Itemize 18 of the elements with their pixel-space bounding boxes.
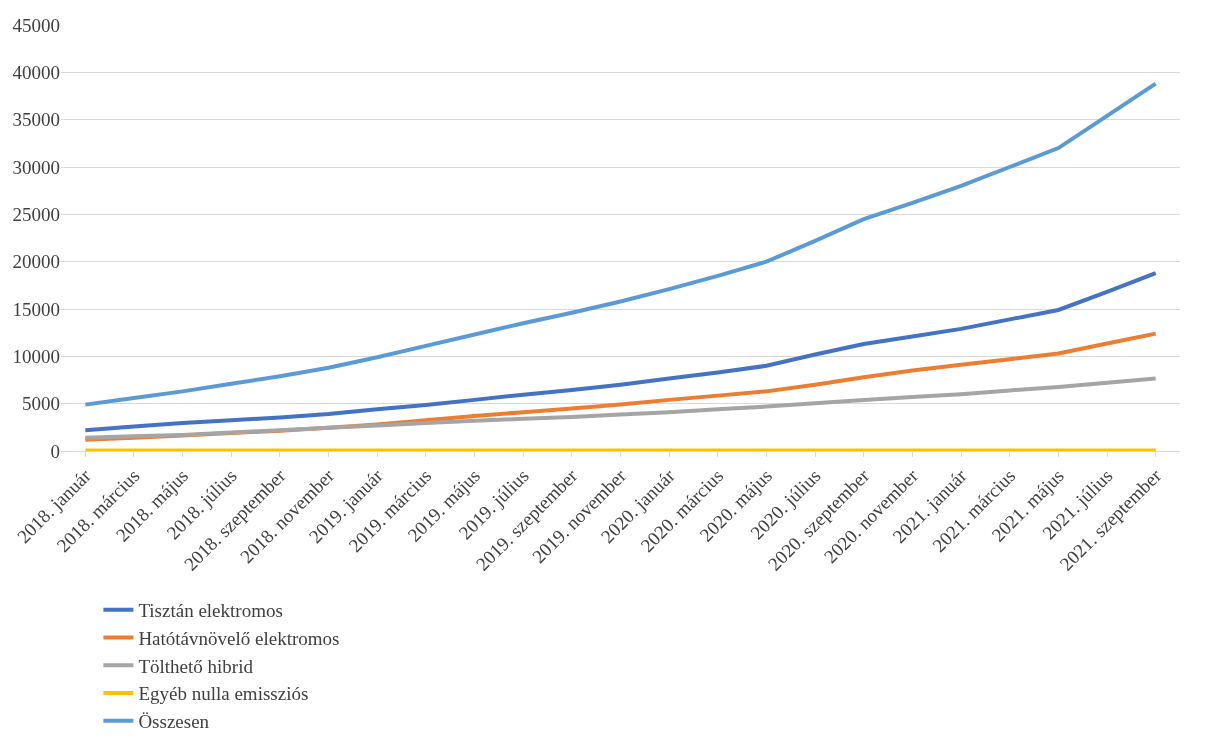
line-series <box>83 81 1158 407</box>
legend-label: Tölthető hibrid <box>138 655 254 677</box>
y-tick-label: 5000 <box>22 393 60 415</box>
y-tick-label: 25000 <box>12 203 60 225</box>
legend-label: Egyéb nulla emissziós <box>138 683 309 705</box>
y-tick-label: 0 <box>50 440 60 462</box>
y-tick-label: 30000 <box>12 156 60 178</box>
legend-label: Hatótávnövelő elektromos <box>138 627 340 649</box>
legend-label: Tisztán elektromos <box>138 600 283 622</box>
line-series <box>83 376 1158 440</box>
line-series <box>83 271 1158 433</box>
y-tick-label: 20000 <box>12 251 60 273</box>
y-tick-label: 40000 <box>12 61 60 83</box>
y-tick-label: 15000 <box>12 298 60 320</box>
y-tick-label: 35000 <box>12 109 60 131</box>
y-tick-label: 45000 <box>12 14 60 36</box>
y-tick-label: 10000 <box>12 345 60 367</box>
legend-label: Összesen <box>138 711 210 733</box>
